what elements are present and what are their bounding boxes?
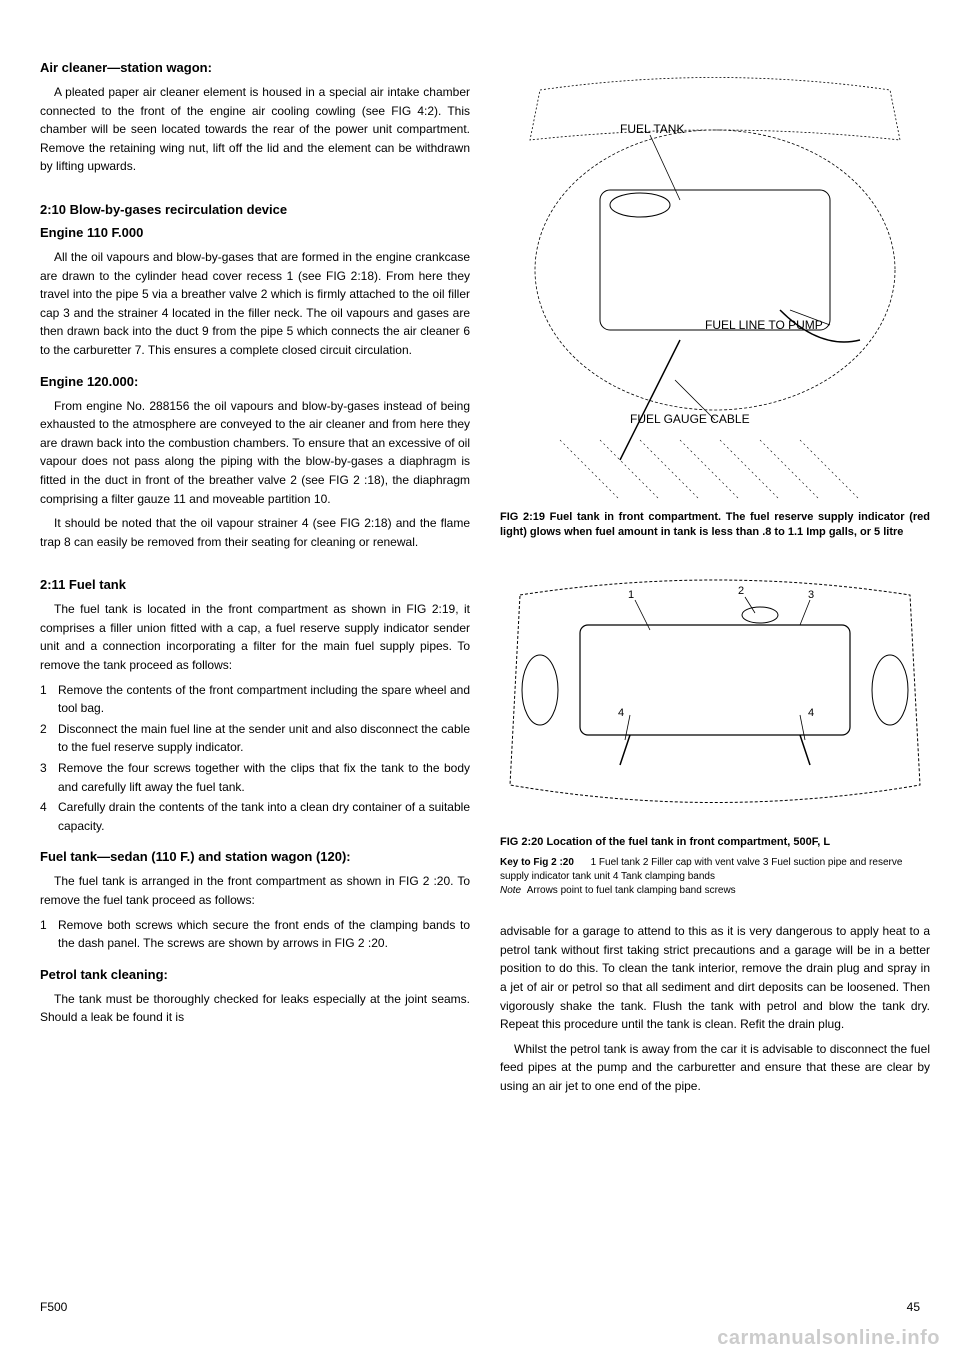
fig-svg: [500, 60, 930, 500]
figure-2-19-drawing: FUEL TANK FUEL LINE TO PUMP FUEL GAUGE C…: [500, 60, 930, 500]
list-item: 1 Remove both screws which secure the fr…: [40, 916, 470, 953]
left-column: Air cleaner—station wagon: A pleated pap…: [40, 60, 470, 1102]
list-number: 3: [40, 759, 58, 796]
callout-4a: 4: [618, 707, 624, 719]
paragraph: advisable for a garage to attend to this…: [500, 922, 930, 1034]
page-footer: F500 45: [40, 1300, 920, 1314]
paragraph: The fuel tank is located in the front co…: [40, 600, 470, 674]
fig-label-fuel-tank: FUEL TANK: [620, 122, 684, 136]
paragraph: All the oil vapours and blow-by-gases th…: [40, 248, 470, 360]
footer-left: F500: [40, 1300, 67, 1314]
paragraph: From engine No. 288156 the oil vapours a…: [40, 397, 470, 509]
fig-svg: [500, 555, 930, 825]
figure-2-20-drawing: 1 2 3 4 4: [500, 555, 930, 825]
heading-engine-120: Engine 120.000:: [40, 374, 470, 389]
list-item: 2 Disconnect the main fuel line at the s…: [40, 720, 470, 757]
list-text: Disconnect the main fuel line at the sen…: [58, 720, 470, 757]
paragraph: Whilst the petrol tank is away from the …: [500, 1040, 930, 1096]
callout-1: 1: [628, 589, 634, 601]
figure-2-20-key: Key to Fig 2 :20 1 Fuel tank 2 Filler ca…: [500, 856, 930, 898]
callout-4b: 4: [808, 707, 814, 719]
figure-2-19: FUEL TANK FUEL LINE TO PUMP FUEL GAUGE C…: [500, 60, 930, 500]
list-number: 4: [40, 798, 58, 835]
paragraph: The fuel tank is arranged in the front c…: [40, 872, 470, 909]
key-note-label: Note: [500, 885, 521, 896]
fig-label-fuel-gauge: FUEL GAUGE CABLE: [630, 412, 750, 426]
fig-label-fuel-line: FUEL LINE TO PUMP: [705, 318, 823, 332]
heading-fuel-tank-sedan: Fuel tank—sedan (110 F.) and station wag…: [40, 849, 470, 864]
list-text: Carefully drain the contents of the tank…: [58, 798, 470, 835]
key-note: Arrows point to fuel tank clamping band …: [527, 885, 736, 896]
figure-2-19-caption: FIG 2:19 Fuel tank in front compartment.…: [500, 510, 930, 541]
footer-right: 45: [907, 1300, 920, 1314]
list-number: 1: [40, 916, 58, 953]
right-column: FUEL TANK FUEL LINE TO PUMP FUEL GAUGE C…: [500, 60, 930, 1102]
figure-2-20: 1 2 3 4 4: [500, 555, 930, 825]
list-text: Remove the four screws together with the…: [58, 759, 470, 796]
list-item: 1 Remove the contents of the front compa…: [40, 681, 470, 718]
figure-2-20-caption: FIG 2:20 Location of the fuel tank in fr…: [500, 835, 930, 850]
watermark: carmanualsonline.info: [717, 1327, 940, 1350]
heading-2-11: 2:11 Fuel tank: [40, 577, 470, 592]
list-text: Remove the contents of the front compart…: [58, 681, 470, 718]
callout-2: 2: [738, 585, 744, 597]
key-title: Key to Fig 2 :20: [500, 857, 574, 868]
list-number: 2: [40, 720, 58, 757]
list-item: 3 Remove the four screws together with t…: [40, 759, 470, 796]
heading-air-cleaner: Air cleaner—station wagon:: [40, 60, 470, 75]
list-text: Remove both screws which secure the fron…: [58, 916, 470, 953]
list-item: 4 Carefully drain the contents of the ta…: [40, 798, 470, 835]
callout-3: 3: [808, 589, 814, 601]
paragraph: The tank must be thoroughly checked for …: [40, 990, 470, 1027]
heading-petrol-cleaning: Petrol tank cleaning:: [40, 967, 470, 982]
paragraph: It should be noted that the oil vapour s…: [40, 514, 470, 551]
list-number: 1: [40, 681, 58, 718]
paragraph: A pleated paper air cleaner element is h…: [40, 83, 470, 176]
heading-engine-110: Engine 110 F.000: [40, 225, 470, 240]
heading-2-10: 2:10 Blow-by-gases recirculation device: [40, 202, 470, 217]
page-content: Air cleaner—station wagon: A pleated pap…: [0, 0, 960, 1142]
